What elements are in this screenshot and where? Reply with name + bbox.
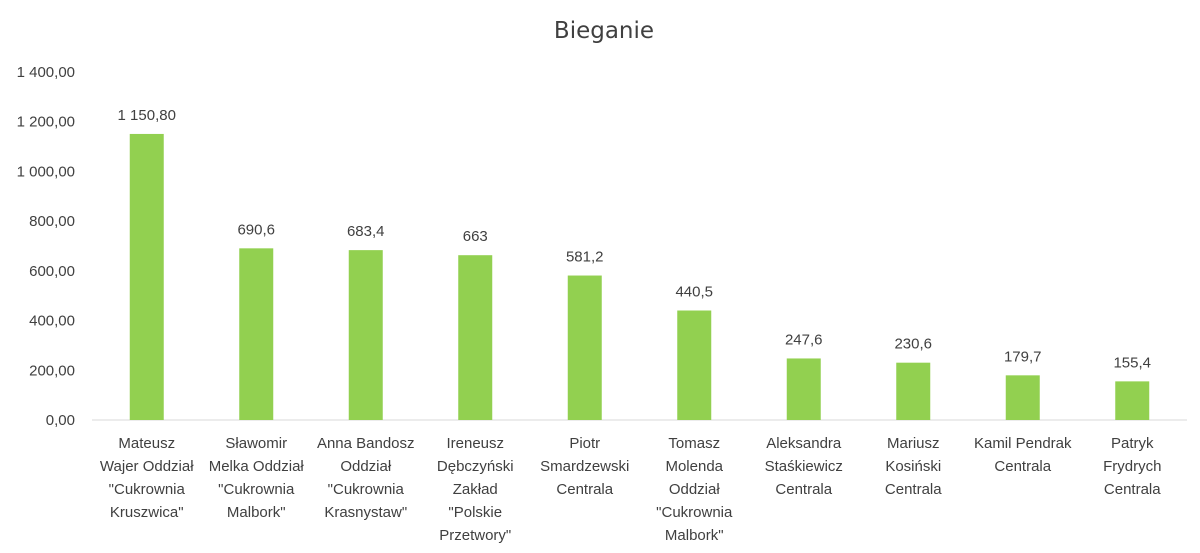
bar — [239, 248, 274, 420]
category-label-line: "Cukrownia — [109, 481, 186, 498]
data-label: 179,7 — [1004, 348, 1042, 365]
category-label-line: "Cukrownia — [328, 481, 405, 498]
bar — [1005, 375, 1040, 420]
y-tick-label: 1 000,00 — [17, 163, 75, 180]
category-label: Mateusz Wajer Oddział "Cukrownia Kruszwica" — [100, 435, 194, 521]
category-label-line: Centrala — [556, 481, 613, 498]
chart-title: Bieganie — [554, 18, 654, 44]
category-label-line: Tomasz — [668, 435, 720, 452]
category-label-line: Frydrych — [1103, 458, 1161, 475]
bar — [129, 133, 164, 420]
category-label-line: Centrala — [994, 458, 1051, 475]
category-label: Kamil Pendrak Centrala — [974, 435, 1072, 475]
category-label: Aleksandra Staśkiewicz Centrala — [765, 435, 843, 498]
category-label-line: Melka Oddział — [209, 458, 305, 475]
category-label-line: Przetwory" — [439, 527, 511, 544]
category-label-line: Malbork" — [665, 527, 724, 544]
category-label-line: Zakład — [453, 481, 498, 498]
category-label-line: "Cukrownia — [656, 504, 733, 521]
category-label-line: Centrala — [885, 481, 942, 498]
y-tick-label: 1 400,00 — [17, 64, 75, 81]
category-label-line: Molenda — [665, 458, 723, 475]
category-label: Piotr Smardzewski Centrala — [540, 435, 629, 498]
category-label-line: Ireneusz — [446, 435, 504, 452]
bar — [567, 275, 602, 420]
data-label: 1 150,80 — [118, 107, 176, 124]
bar — [1115, 381, 1150, 420]
bar — [786, 358, 821, 420]
category-label-line: "Cukrownia — [218, 481, 295, 498]
category-label-line: Krasnystaw" — [324, 504, 407, 521]
category-label: Sławomir Melka Oddział "Cukrownia Malbork" — [209, 435, 305, 521]
category-label-line: Centrala — [1104, 481, 1161, 498]
data-labels: 1 150,80 690,6 683,4 663 581,2 440,5 247,6 230,… — [118, 107, 1151, 371]
bar — [896, 362, 931, 420]
category-label-line: Dębczyński — [437, 458, 514, 475]
category-label-line: Wajer Oddział — [100, 458, 194, 475]
category-label-line: Anna Bandosz — [317, 435, 415, 452]
data-label: 683,4 — [347, 223, 385, 240]
data-label: 230,6 — [894, 336, 932, 353]
y-tick-label: 1 200,00 — [17, 114, 75, 131]
category-label-line: Oddział — [340, 458, 392, 475]
bar — [348, 250, 383, 420]
category-label: Mariusz Kosiński Centrala — [885, 435, 942, 498]
y-tick-label: 800,00 — [29, 213, 75, 230]
data-label: 690,6 — [237, 221, 275, 238]
category-label: Anna Bandosz Oddział "Cukrownia Krasnystaw" — [317, 435, 415, 521]
x-axis: Mateusz Wajer Oddział "Cukrownia Kruszwica"… — [100, 435, 1161, 544]
category-label-line: Sławomir — [225, 435, 287, 452]
category-label-line: Oddział — [669, 481, 721, 498]
y-tick-label: 600,00 — [29, 263, 75, 280]
data-label: 663 — [463, 228, 488, 245]
data-label: 247,6 — [785, 331, 823, 348]
bar — [677, 310, 712, 420]
category-label-line: Centrala — [775, 481, 832, 498]
category-label-line: Kruszwica" — [110, 504, 184, 521]
bars — [129, 133, 1150, 420]
category-label-line: Aleksandra — [766, 435, 842, 452]
data-label: 440,5 — [675, 284, 713, 301]
category-label: Tomasz Molenda Oddział "Cukrownia Malbork" — [656, 435, 733, 544]
category-label: Ireneusz Dębczyński Zakład "Polskie Przetwor… — [437, 435, 514, 544]
category-label-line: Patryk — [1111, 435, 1154, 452]
category-label-line: Staśkiewicz — [765, 458, 843, 475]
data-label: 581,2 — [566, 249, 604, 266]
category-label-line: Mateusz — [118, 435, 175, 452]
bar — [458, 255, 493, 420]
category-label-line: Kosiński — [885, 458, 941, 475]
category-label-line: Malbork" — [227, 504, 286, 521]
y-tick-label: 200,00 — [29, 362, 75, 379]
y-axis: 0,00 200,00 400,00 600,00 800,00 1 000,00 1 20… — [17, 64, 75, 429]
category-label-line: Kamil Pendrak — [974, 435, 1072, 452]
category-label: Patryk Frydrych Centrala — [1103, 435, 1161, 498]
category-label-line: Mariusz — [887, 435, 940, 452]
category-label-line: Smardzewski — [540, 458, 629, 475]
y-tick-label: 400,00 — [29, 313, 75, 330]
category-label-line: "Polskie — [448, 504, 502, 521]
category-label-line: Piotr — [569, 435, 600, 452]
y-tick-label: 0,00 — [46, 412, 75, 429]
data-label: 155,4 — [1113, 354, 1151, 371]
